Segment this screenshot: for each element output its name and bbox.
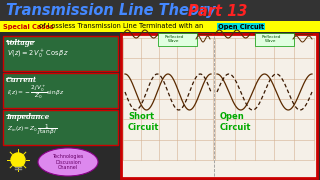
Text: Current: Current <box>6 76 37 84</box>
Text: Special Cases: Special Cases <box>3 24 54 30</box>
Text: Open Circuit: Open Circuit <box>218 24 264 30</box>
FancyBboxPatch shape <box>157 33 196 46</box>
Text: $I(z) = -\dfrac{2jV_0^+}{Z_0}\sin\beta z$: $I(z) = -\dfrac{2jV_0^+}{Z_0}\sin\beta z… <box>7 84 65 101</box>
FancyBboxPatch shape <box>0 21 320 32</box>
Text: Part 13: Part 13 <box>188 3 247 19</box>
Text: Transmission Line Theory: Transmission Line Theory <box>6 3 221 19</box>
FancyBboxPatch shape <box>254 33 293 46</box>
FancyBboxPatch shape <box>3 35 117 71</box>
Ellipse shape <box>38 148 98 176</box>
Text: Impedance: Impedance <box>6 113 49 121</box>
FancyBboxPatch shape <box>0 32 120 180</box>
FancyBboxPatch shape <box>0 0 320 22</box>
FancyBboxPatch shape <box>121 34 317 178</box>
Text: Technologies
Discussion
Channel: Technologies Discussion Channel <box>52 154 84 170</box>
Circle shape <box>11 153 25 167</box>
Text: Short
Circuit: Short Circuit <box>128 112 159 132</box>
Text: .: . <box>258 24 260 30</box>
Text: Voltage: Voltage <box>6 39 35 47</box>
Text: Reflected
Wave: Reflected Wave <box>164 35 184 43</box>
Text: Open
Circuit: Open Circuit <box>220 112 252 132</box>
Text: of Lossless Transmission Line Terminated with an: of Lossless Transmission Line Terminated… <box>37 24 205 30</box>
Text: $V(z) = 2\,V_0^+\,\mathrm{Cos}\,\beta z$: $V(z) = 2\,V_0^+\,\mathrm{Cos}\,\beta z$ <box>7 48 68 60</box>
Text: Reflected
Wave: Reflected Wave <box>261 35 281 43</box>
Text: $Z_{in}(z) = Z_0\,\dfrac{1}{j\tan\beta l}$: $Z_{in}(z) = Z_0\,\dfrac{1}{j\tan\beta l… <box>7 123 57 137</box>
FancyBboxPatch shape <box>3 73 117 107</box>
FancyBboxPatch shape <box>3 109 117 145</box>
